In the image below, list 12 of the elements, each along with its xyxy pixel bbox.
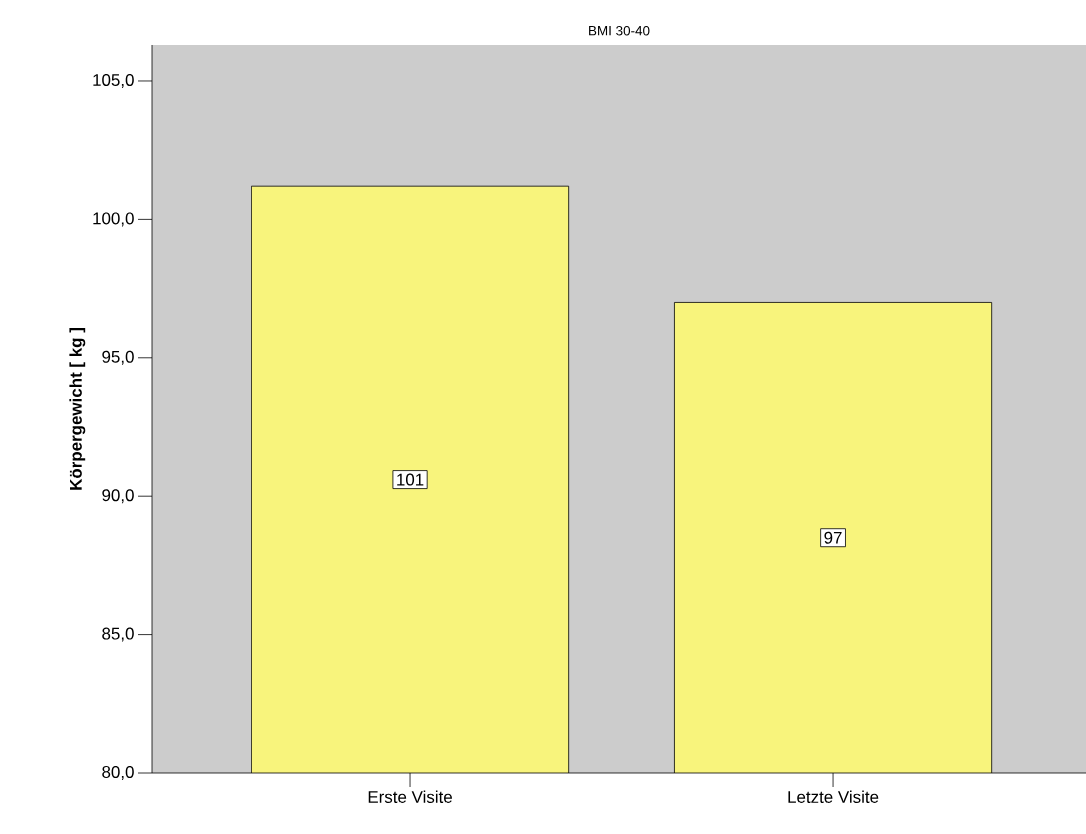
x-tick-label: Letzte Visite [788,790,879,803]
y-tick-label: 80,0 [102,766,134,780]
data-label: 101 [397,473,424,486]
y-tick-label: 85,0 [102,627,134,642]
y-tick-label: 90,0 [102,489,134,504]
chart-title: BMI 30-40 [589,25,650,36]
data-label: 97 [824,531,842,544]
y-tick-label: 95,0 [102,350,134,365]
y-axis-title: Körpergewicht [ kg ] [69,328,86,490]
y-tick-label: 100,0 [93,212,134,227]
y-tick-label: 105,0 [93,73,134,88]
x-tick-label: Erste Visite [368,790,452,803]
